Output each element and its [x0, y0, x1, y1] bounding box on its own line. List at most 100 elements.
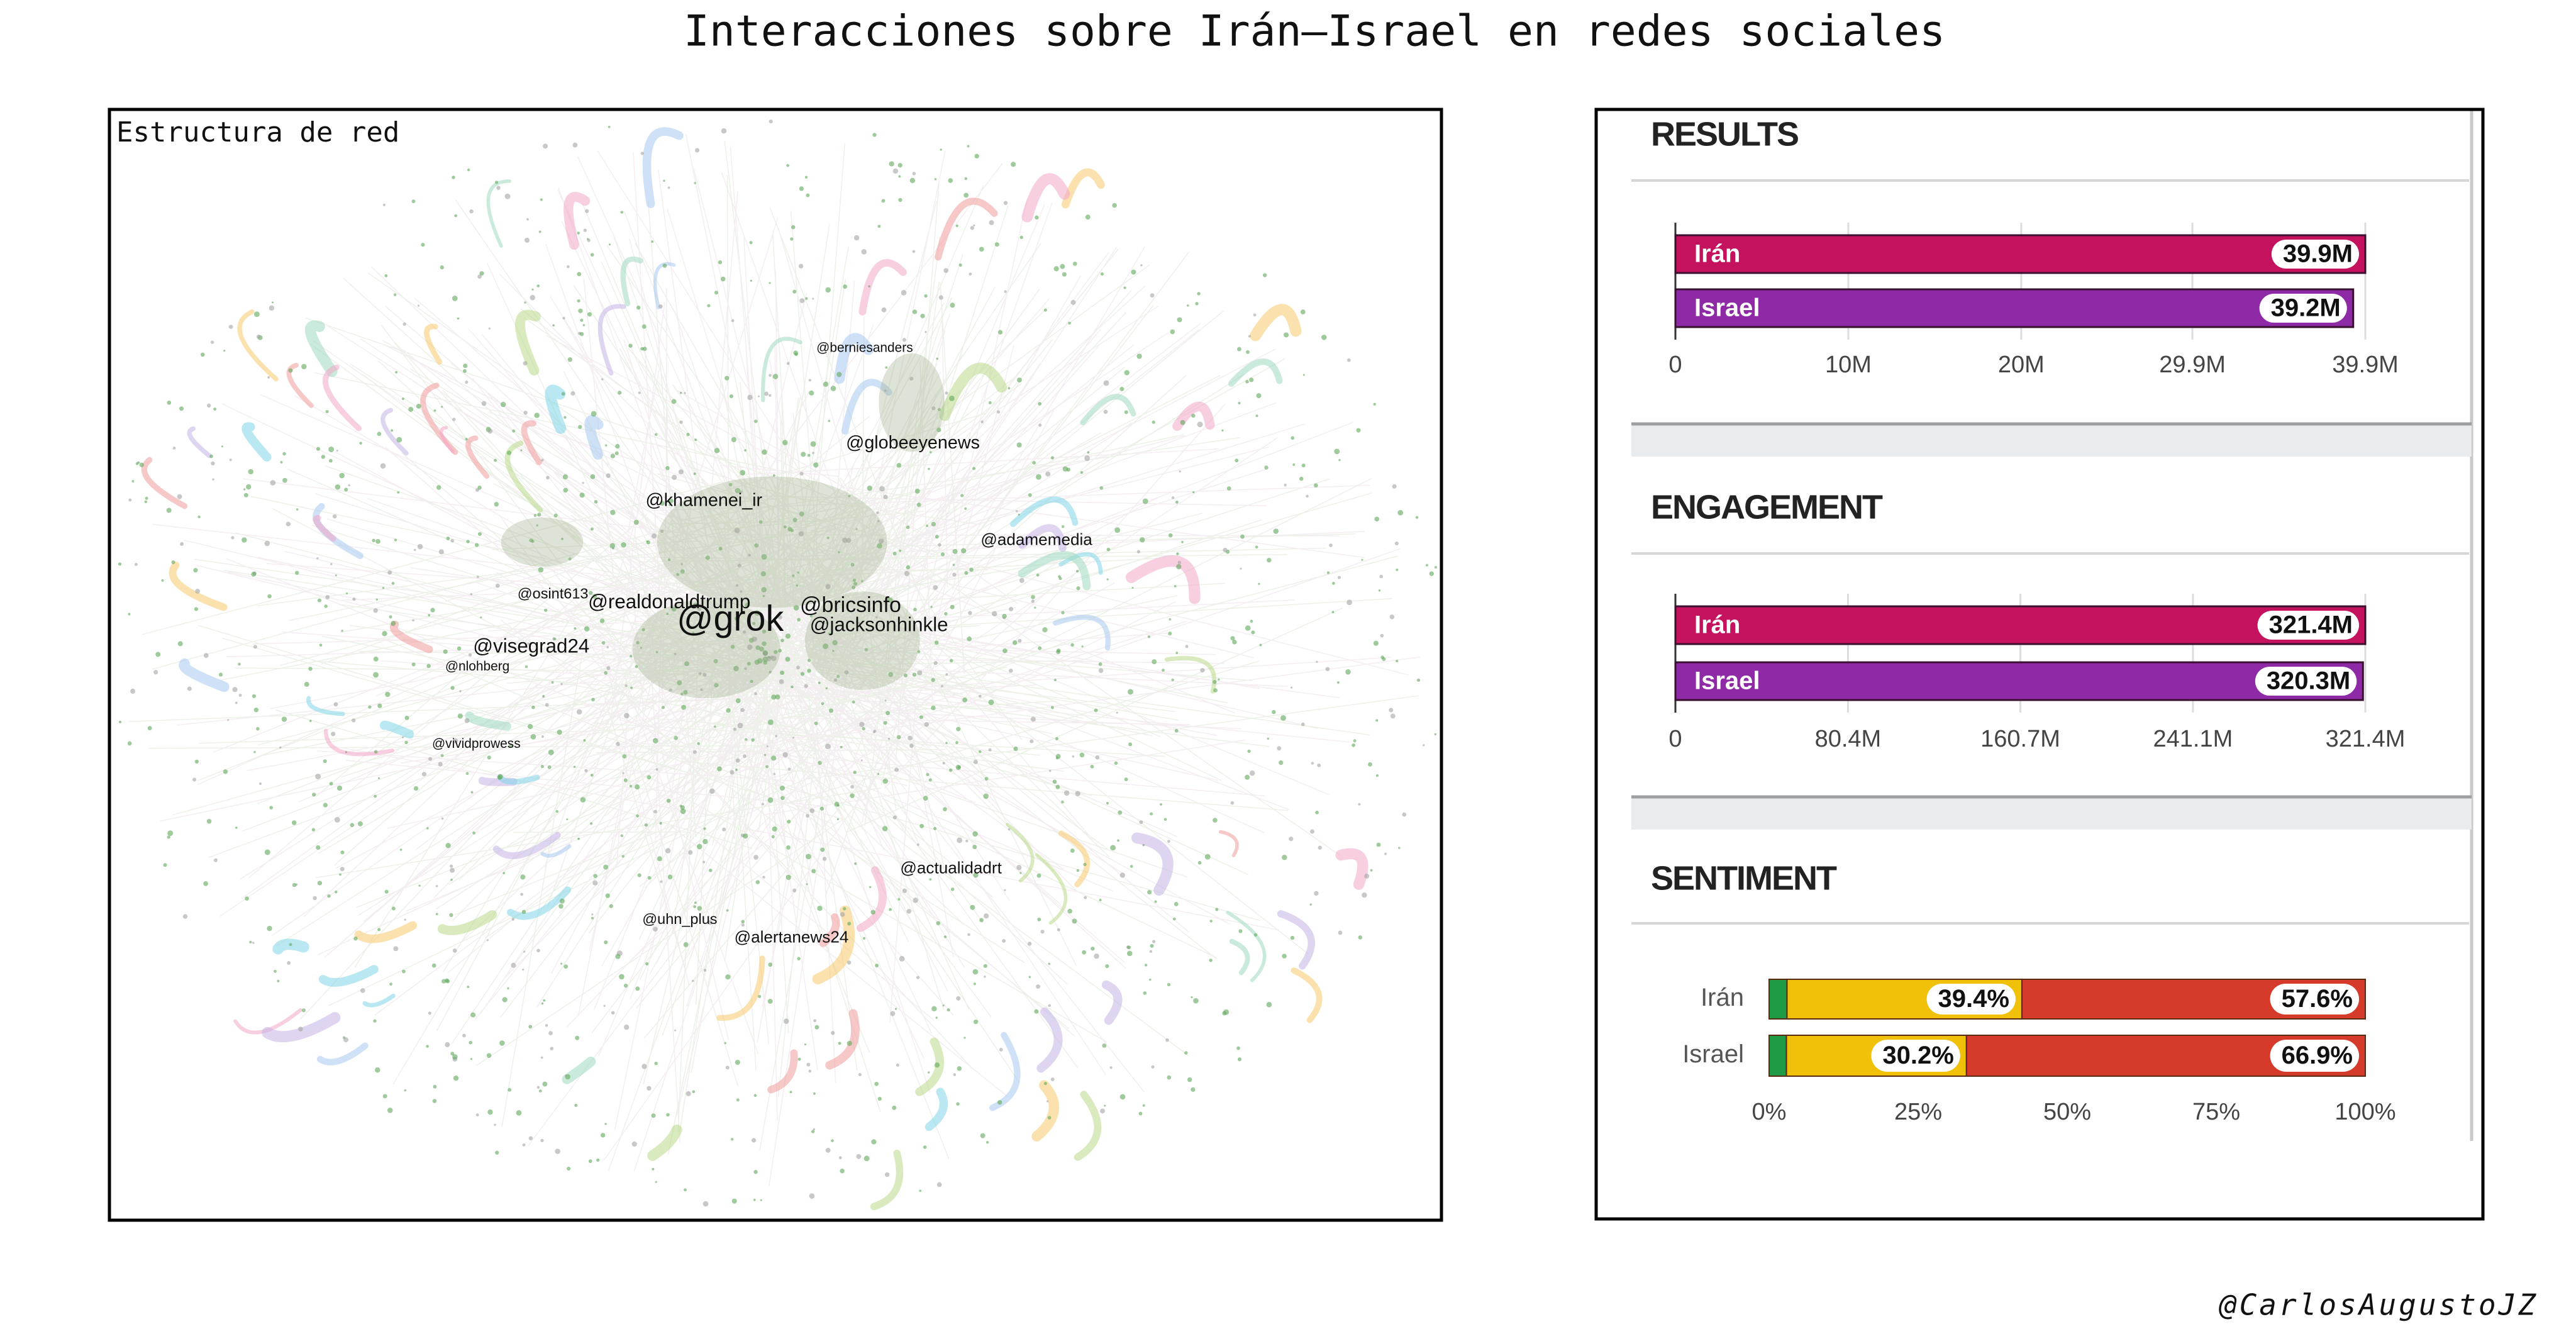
- node: [1036, 573, 1040, 577]
- node: [764, 391, 769, 396]
- node: [678, 469, 684, 475]
- chart-title: SENTIMENT: [1651, 859, 1837, 897]
- node: [694, 182, 696, 184]
- node: [480, 616, 482, 619]
- node: [1002, 938, 1006, 943]
- node: [1127, 945, 1131, 950]
- fan: [424, 323, 443, 365]
- node: [496, 186, 501, 190]
- node: [319, 643, 323, 647]
- edge: [667, 660, 769, 1155]
- edge: [436, 547, 695, 1032]
- node: [887, 737, 891, 740]
- node: [579, 331, 584, 336]
- node: [787, 526, 792, 531]
- node: [1114, 761, 1118, 765]
- node: [1375, 719, 1379, 722]
- node: [603, 1004, 606, 1007]
- node: [1309, 903, 1313, 906]
- node: [667, 558, 671, 562]
- node: [551, 681, 554, 684]
- node: [374, 750, 378, 754]
- edge: [850, 487, 1365, 559]
- node: [301, 1008, 306, 1013]
- edge: [878, 330, 946, 576]
- node: [994, 242, 999, 247]
- node: [1255, 414, 1258, 418]
- edge: [392, 601, 680, 1084]
- node: [674, 652, 677, 655]
- node: [417, 304, 420, 307]
- edge: [716, 635, 863, 831]
- edge: [584, 632, 1168, 673]
- node: [734, 616, 739, 621]
- node: [790, 237, 794, 241]
- node: [1016, 377, 1022, 383]
- node: [983, 964, 987, 969]
- node: [450, 867, 455, 873]
- node: [810, 441, 816, 447]
- node: [1173, 917, 1176, 921]
- edge: [596, 748, 946, 753]
- node: [609, 904, 613, 908]
- node: [912, 250, 916, 253]
- node: [1267, 557, 1272, 563]
- node: [1245, 625, 1251, 631]
- edge: [858, 598, 1392, 632]
- node: [618, 391, 622, 395]
- node: [1299, 476, 1304, 481]
- node: [252, 942, 255, 944]
- edge: [142, 481, 724, 635]
- edge: [638, 360, 849, 665]
- node: [401, 397, 404, 401]
- node: [1124, 370, 1130, 375]
- node: [232, 687, 238, 692]
- edge: [623, 339, 719, 639]
- edge: [374, 741, 742, 1016]
- node: [780, 796, 785, 801]
- edge: [643, 661, 743, 1085]
- node: [725, 1065, 730, 1070]
- node: [622, 772, 625, 774]
- node: [375, 1067, 380, 1073]
- fan: [819, 913, 840, 947]
- node: [1076, 586, 1080, 591]
- node: [973, 1019, 979, 1025]
- edge: [709, 723, 1064, 772]
- node: [972, 969, 979, 975]
- node: [828, 420, 831, 423]
- node: [641, 324, 647, 329]
- edge: [789, 254, 963, 792]
- node: [663, 179, 665, 182]
- node: [511, 962, 516, 968]
- node: [1139, 820, 1143, 825]
- node: [999, 1047, 1003, 1052]
- edge: [655, 443, 854, 537]
- node: [470, 1012, 476, 1018]
- edge: [634, 243, 900, 703]
- node: [601, 378, 604, 381]
- node: [655, 768, 658, 771]
- node: [919, 715, 924, 720]
- category-label: Israel: [1694, 294, 1760, 322]
- node: [582, 324, 586, 326]
- node: [264, 849, 270, 855]
- edge: [755, 628, 787, 731]
- node: [724, 375, 730, 381]
- edge: [780, 599, 970, 1010]
- edge: [757, 648, 828, 1043]
- node: [468, 653, 472, 657]
- node: [797, 618, 801, 622]
- node: [930, 451, 932, 453]
- node: [590, 253, 594, 257]
- node: [896, 462, 902, 468]
- edge: [448, 665, 782, 886]
- node: [1423, 744, 1425, 747]
- edge: [883, 677, 999, 807]
- node: [218, 672, 223, 677]
- edge: [184, 539, 805, 691]
- node: [860, 759, 863, 762]
- edge: [758, 663, 818, 1070]
- node: [1095, 755, 1100, 760]
- edge: [625, 391, 810, 761]
